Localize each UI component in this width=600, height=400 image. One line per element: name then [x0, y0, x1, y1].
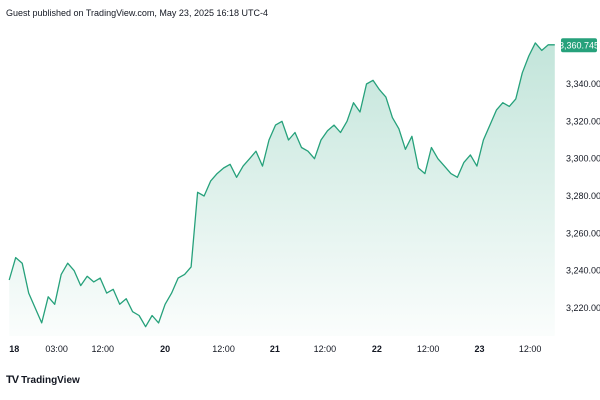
x-tick-label: 23 — [474, 344, 484, 354]
plot-area — [8, 42, 555, 337]
x-tick-label: 12:00 — [212, 344, 235, 354]
x-tick-label: 12:00 — [92, 344, 115, 354]
x-tick-label: 20 — [160, 344, 170, 354]
tradingview-logo-icon: TV — [6, 374, 19, 386]
tradingview-logo[interactable]: TV TradingView — [6, 374, 80, 386]
y-tick-label: 3,260.000 — [566, 228, 600, 238]
y-tick-label: 3,240.000 — [566, 266, 600, 276]
y-tick-label: 3,340.000 — [566, 79, 600, 89]
x-tick-label: 18 — [9, 344, 19, 354]
y-tick-label: 3,220.000 — [566, 303, 600, 313]
x-tick-label: 12:00 — [519, 344, 542, 354]
x-tick-label: 12:00 — [417, 344, 440, 354]
series-line — [8, 42, 555, 328]
y-tick-label: 3,280.000 — [566, 191, 600, 201]
x-tick-label: 21 — [270, 344, 280, 354]
last-value-badge — [561, 38, 597, 53]
x-tick-label: 03:00 — [45, 344, 68, 354]
x-tick-label: 22 — [372, 344, 382, 354]
series-area — [9, 42, 555, 337]
tradingview-logo-text: TradingView — [21, 374, 80, 386]
y-tick-label: 3,320.000 — [566, 116, 600, 126]
last-value-marker: 3,360.745 — [559, 38, 599, 53]
x-tick-label: 12:00 — [314, 344, 337, 354]
y-tick-label: 3,300.000 — [566, 154, 600, 164]
x-axis: 18 03:00 12:00 20 12:00 21 12:00 22 12:00 23 12:00 — [9, 344, 541, 354]
y-axis: 3,220.000 3,240.000 3,260.000 3,280.000 3,30… — [566, 79, 600, 313]
last-value-label: 3,360.745 — [559, 40, 599, 50]
published-caption: Guest published on TradingView.com, May … — [6, 8, 268, 18]
